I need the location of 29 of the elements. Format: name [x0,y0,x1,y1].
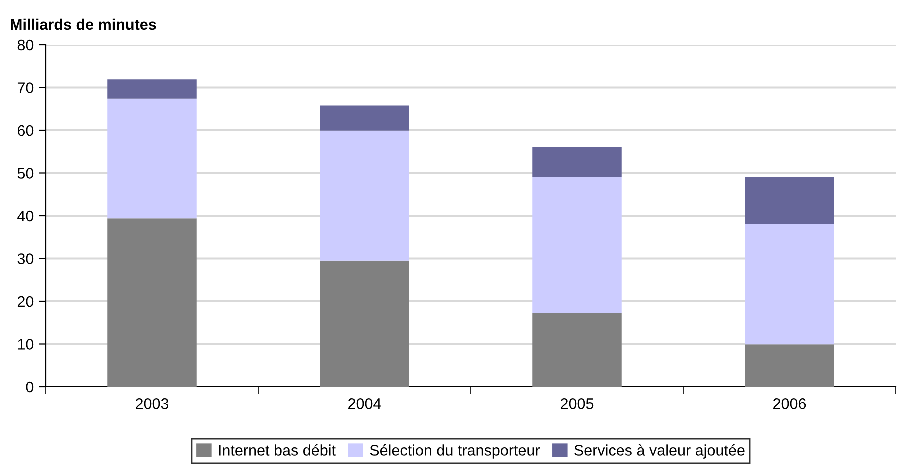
legend-label: Services à valeur ajoutée [574,444,745,459]
y-axis-title: Milliards de minutes [11,18,156,30]
y-tick-label: 60 [18,125,34,136]
y-tick-label: 0 [26,382,34,393]
bar [745,224,834,345]
bar [745,344,834,387]
bar [320,106,410,131]
y-tick-label: 20 [18,296,34,308]
y-tick-label: 80 [18,40,34,51]
bar [532,147,622,178]
x-tick-label: 2004 [348,398,382,410]
bar [320,130,410,261]
bar [320,260,410,387]
x-tick-label: 2003 [136,398,169,410]
y-tick-label: 50 [18,168,34,179]
x-tick-label: 2005 [561,398,594,410]
x-tick-label: 2006 [774,398,806,410]
y-tick-label: 70 [18,82,34,94]
bar [532,177,622,314]
bar [108,98,197,219]
legend-label: Internet bas débit [219,444,336,456]
y-tick-label: 30 [18,254,34,264]
y-tick-label: 10 [18,339,34,350]
legend-label: Sélection du transporteur [370,444,540,459]
bar [532,313,622,387]
bar [108,80,197,99]
bar [745,178,834,225]
y-tick-label: 40 [18,210,34,222]
bar [108,218,197,387]
